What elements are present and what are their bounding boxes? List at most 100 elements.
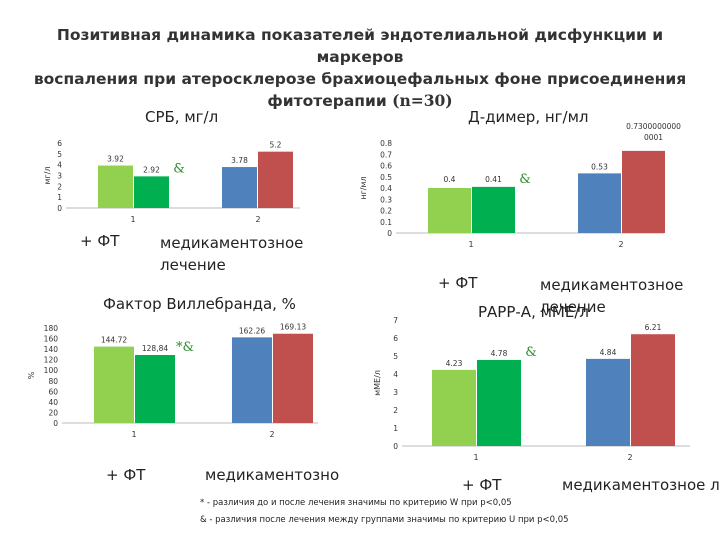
x-tick-label: 2 <box>618 240 623 249</box>
y-tick-label: 1 <box>57 193 62 202</box>
bar <box>622 150 665 233</box>
bar <box>477 359 521 446</box>
bar <box>134 176 169 208</box>
bar <box>135 355 175 423</box>
data-label: 0.41 <box>485 175 502 184</box>
significance-marker: & <box>519 172 531 187</box>
data-label: 0.4 <box>444 175 456 184</box>
y-tick-label: 0 <box>57 204 62 213</box>
legend-ft-vwf: + ФТ <box>106 466 146 484</box>
legend-ft-crp: + ФТ <box>80 232 120 250</box>
y-tick-label: 120 <box>44 356 59 365</box>
y-tick-label: 20 <box>48 408 58 417</box>
footnote-amp-text: & - различия после лечения между группам… <box>200 515 569 525</box>
y-tick-label: 1 <box>393 424 398 433</box>
data-label: 3.92 <box>107 155 124 164</box>
footnote-star: * - различия до и после лечения значимы … <box>200 498 640 508</box>
y-axis-label: мМЕ/л <box>373 370 382 396</box>
x-tick-label: 1 <box>473 453 478 462</box>
footnote-amp: & - различия после лечения между группам… <box>200 515 640 525</box>
slide-title: Позитивная динамика показателей эндотели… <box>30 24 690 112</box>
x-tick-label: 1 <box>468 240 473 249</box>
chart-divider <box>355 440 371 540</box>
y-tick-label: 140 <box>44 345 59 354</box>
bar <box>98 165 133 208</box>
bar <box>232 337 272 423</box>
y-tick-label: 0.8 <box>380 139 392 148</box>
data-label-cont: 0001 <box>644 133 663 142</box>
y-tick-label: 0.3 <box>380 195 392 204</box>
bar <box>94 346 134 423</box>
chart-title-pappa: РАРР-А, мМЕ/л <box>478 303 589 321</box>
legend-med-crp: медикаментозное лечение <box>160 234 304 274</box>
y-tick-label: 2 <box>393 406 398 415</box>
y-tick-label: 0 <box>387 229 392 238</box>
data-label: 144.72 <box>101 336 127 345</box>
y-tick-label: 0 <box>53 419 58 428</box>
bar <box>222 167 257 208</box>
chart-title-crp: СРБ, мг/л <box>145 108 219 126</box>
legend-ft-ddimer: + ФТ <box>438 274 478 292</box>
x-tick-label: 1 <box>131 430 136 439</box>
data-label: 0.7300000000 <box>626 122 681 131</box>
y-tick-label: 0.4 <box>380 184 392 193</box>
y-tick-label: 6 <box>57 139 62 148</box>
bar <box>586 358 630 446</box>
data-label: 4.84 <box>600 348 617 357</box>
y-tick-label: 7 <box>393 316 398 325</box>
y-tick-label: 0.6 <box>380 162 392 171</box>
significance-marker: & <box>173 161 185 176</box>
data-label: 4.23 <box>446 359 463 368</box>
y-tick-label: 3 <box>393 388 398 397</box>
x-tick-label: 2 <box>269 430 274 439</box>
y-tick-label: 40 <box>48 398 58 407</box>
data-label: 2.92 <box>143 165 160 174</box>
data-label: 128,84 <box>142 344 168 353</box>
title-line-1: Позитивная динамика показателей эндотели… <box>56 26 664 66</box>
significance-marker: & <box>525 345 537 360</box>
y-tick-label: 0.2 <box>380 207 392 216</box>
bar <box>578 173 621 233</box>
y-tick-label: 3 <box>57 172 62 181</box>
y-tick-label: 5 <box>57 150 62 159</box>
data-label: 169.13 <box>280 323 306 332</box>
legend-med-ddimer: медикаментозное лечение <box>540 276 684 316</box>
chart-title-ddimer: Д-димер, нг/мл <box>468 108 589 126</box>
data-label: 6.21 <box>645 323 662 332</box>
title-line-3-text: фитотерапии <box>267 92 393 110</box>
y-tick-label: 180 <box>44 324 59 333</box>
title-line-2: воспаления при атеросклерозе брахиоцефал… <box>33 70 687 88</box>
legend-med-vwf: медикаментозно <box>205 466 340 484</box>
y-tick-label: 4 <box>57 161 62 170</box>
bar <box>472 186 515 233</box>
data-label: 4.78 <box>491 349 508 358</box>
y-tick-label: 80 <box>48 377 58 386</box>
y-tick-label: 2 <box>57 182 62 191</box>
title-line-3: фитотерапии (n=30) <box>30 90 690 112</box>
y-tick-label: 0.1 <box>380 218 392 227</box>
y-tick-label: 6 <box>393 334 398 343</box>
y-axis-label: % <box>27 371 36 379</box>
y-tick-label: 0.5 <box>380 173 392 182</box>
bar <box>432 369 476 446</box>
bar <box>273 333 313 423</box>
legend-ft-pappa: + ФТ <box>462 476 502 494</box>
y-tick-label: 4 <box>393 370 398 379</box>
chart-title-vwf: Фактор Виллебранда, % <box>103 295 296 313</box>
x-tick-label: 2 <box>627 453 632 462</box>
y-tick-label: 5 <box>393 352 398 361</box>
data-label: 162.26 <box>239 326 265 335</box>
y-axis-label: нг/мл <box>359 176 368 199</box>
bar <box>631 334 675 446</box>
bar <box>428 188 471 233</box>
data-label: 3.78 <box>231 156 248 165</box>
y-tick-label: 160 <box>44 335 59 344</box>
title-sample-size: (n=30) <box>392 91 453 110</box>
data-label: 0.53 <box>591 162 608 171</box>
y-tick-label: 0 <box>393 442 398 451</box>
bar <box>258 151 293 208</box>
significance-marker: *& <box>176 340 194 355</box>
